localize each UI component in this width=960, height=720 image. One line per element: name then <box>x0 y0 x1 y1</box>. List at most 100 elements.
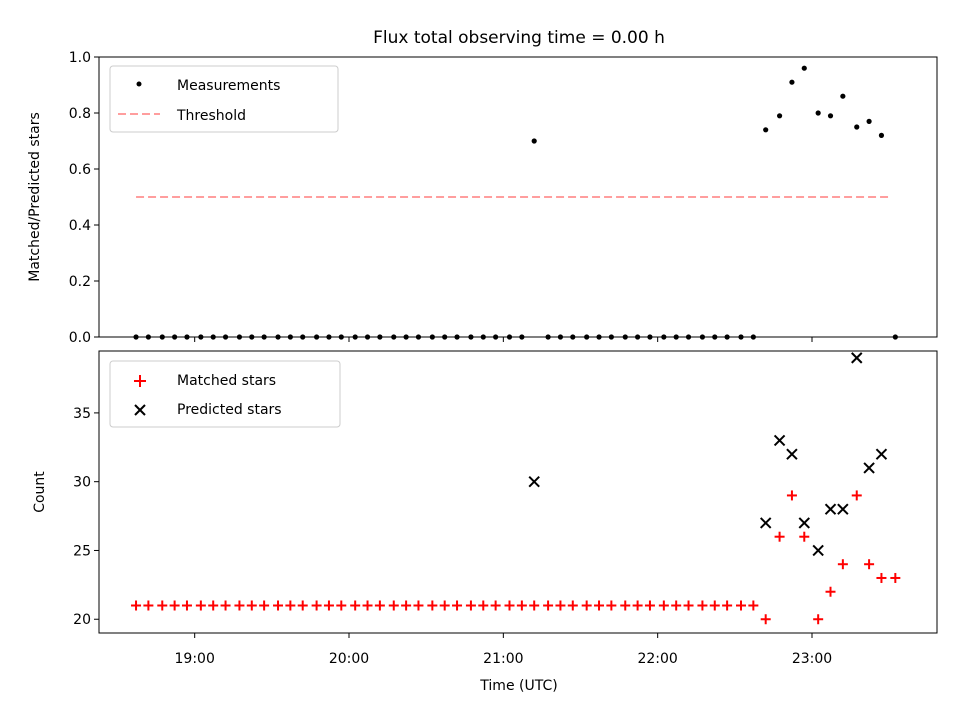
top-plot-frame <box>98 56 938 338</box>
measurement-point <box>338 334 344 340</box>
matched-star-point <box>709 600 720 611</box>
matched-star-point <box>388 600 399 611</box>
matched-star-point <box>311 600 322 611</box>
measurement-point <box>685 334 692 340</box>
measurement-point <box>854 124 860 130</box>
matched-star-point <box>336 600 347 611</box>
measurement-point <box>584 334 590 340</box>
matched-star-point <box>774 531 785 542</box>
bottom-y-ticks: 20 25 30 35 <box>73 406 99 628</box>
measurement-point <box>892 334 898 340</box>
matched-star-point <box>760 614 771 625</box>
measurement-point <box>415 334 422 340</box>
matched-star-point <box>490 600 501 611</box>
predicted-star-point <box>759 517 772 529</box>
measurement-point <box>236 334 243 340</box>
measurement-point <box>454 334 460 340</box>
top-y-tick-label: 0.0 <box>69 330 91 346</box>
chart-title: Flux total observing time = 0.00 h <box>373 28 665 48</box>
matched-star-point <box>864 559 875 570</box>
matched-star-point <box>465 600 476 611</box>
measurement-point <box>531 138 537 144</box>
predicted-star-point <box>528 475 540 488</box>
matched-star-point <box>581 600 592 611</box>
matched-star-point <box>825 586 836 597</box>
matched-star-point <box>374 600 385 611</box>
matched-star-point <box>799 531 810 542</box>
top-y-axis-label: Matched/Predicted stars <box>27 112 43 282</box>
matched-star-point <box>813 614 824 625</box>
measurement-point <box>391 334 397 340</box>
measurement-point <box>314 334 320 340</box>
measurement-point <box>275 334 281 340</box>
measurement-point <box>789 79 795 85</box>
measurement-point <box>287 334 293 340</box>
matched-star-point <box>876 572 887 583</box>
matched-star-point <box>195 600 206 611</box>
predicted-stars-points <box>528 352 888 557</box>
matched-star-point <box>736 600 747 611</box>
measurement-point <box>468 334 474 340</box>
matched-star-point <box>594 600 605 611</box>
matched-star-point <box>529 600 540 611</box>
matched-star-point <box>350 600 361 611</box>
matched-star-point <box>259 600 270 611</box>
matched-star-point <box>644 600 655 611</box>
measurement-point <box>840 93 846 99</box>
top-y-ticks: 0.0 0.2 0.4 0.6 0.8 1.0 <box>69 50 99 346</box>
measurement-point <box>198 334 204 340</box>
measurement-point <box>222 334 229 340</box>
predicted-star-point <box>837 503 849 515</box>
matched-star-point <box>683 600 694 611</box>
matched-star-point <box>169 600 180 611</box>
measurement-point <box>545 334 551 340</box>
predicted-star-point <box>812 544 824 557</box>
top-legend: Measurements Threshold <box>109 65 339 133</box>
matched-star-point <box>504 600 515 611</box>
measurement-point <box>506 334 513 340</box>
matched-star-point <box>890 572 901 583</box>
matched-star-point <box>697 600 708 611</box>
measurement-point <box>673 334 679 340</box>
matched-star-point <box>413 600 424 611</box>
measurement-point <box>403 334 409 340</box>
matched-star-point <box>273 600 284 611</box>
measurement-point <box>519 334 525 340</box>
matched-star-point <box>567 600 578 611</box>
matched-star-point <box>606 600 617 611</box>
measurement-point <box>635 334 641 340</box>
measurement-point <box>145 334 151 340</box>
measurement-point <box>647 334 653 340</box>
measurement-point <box>596 334 602 340</box>
predicted-star-point <box>798 517 810 529</box>
predicted-star-point <box>773 434 786 447</box>
measurement-point <box>738 334 744 340</box>
matched-star-point <box>220 600 231 611</box>
matched-star-point <box>478 600 489 611</box>
measurement-point <box>300 334 306 340</box>
measurement-point <box>570 334 576 340</box>
matched-star-point <box>439 600 450 611</box>
predicted-star-point <box>863 462 875 474</box>
matched-star-point <box>157 600 168 611</box>
bottom-x-ticks: 19:00 20:00 21:00 22:00 23:00 <box>175 633 832 667</box>
measurement-point <box>184 334 190 340</box>
matched-star-point <box>285 600 296 611</box>
predicted-star-point <box>851 352 863 364</box>
bottom-legend-box <box>109 360 341 428</box>
legend-measurements-label: Measurements <box>177 78 280 94</box>
matched-star-point <box>297 600 308 611</box>
matched-star-point <box>543 600 554 611</box>
bottom-panel: 20 25 30 35 19:00 20:00 21:00 22:00 23:00 Count… <box>32 350 938 694</box>
measurement-point <box>172 334 178 340</box>
matched-star-point <box>401 600 412 611</box>
measurement-point <box>622 334 628 340</box>
matched-star-point <box>671 600 682 611</box>
matched-star-point <box>452 600 463 611</box>
measurement-point <box>210 334 216 340</box>
top-legend-box <box>109 65 339 133</box>
bottom-y-tick-label: 20 <box>73 612 91 628</box>
top-y-tick-label: 1.0 <box>69 50 91 66</box>
bottom-y-tick-label: 35 <box>73 406 91 422</box>
